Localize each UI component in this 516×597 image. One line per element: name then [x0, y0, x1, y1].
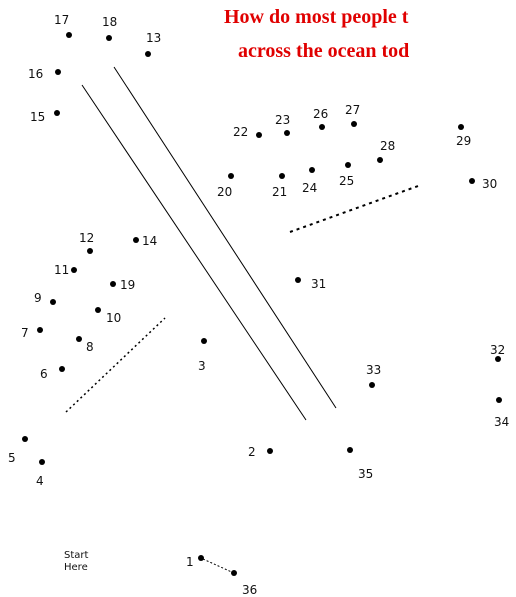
dot-26: [319, 124, 325, 130]
dot-17: [66, 32, 72, 38]
dot-label-29: 29: [456, 134, 471, 148]
dot-1: [198, 555, 204, 561]
dot-29: [458, 124, 464, 130]
dot-label-21: 21: [272, 185, 287, 199]
dot-label-31: 31: [311, 277, 326, 291]
dot-label-11: 11: [54, 263, 69, 277]
dot-label-34: 34: [494, 415, 509, 429]
start-label-line2: Here: [64, 562, 88, 573]
dot-24: [309, 167, 315, 173]
dot-label-5: 5: [8, 451, 16, 465]
dot-label-8: 8: [86, 340, 94, 354]
guide-lines: [65, 66, 419, 575]
dot-label-19: 19: [120, 278, 135, 292]
dot-label-17: 17: [54, 13, 69, 27]
dot-label-7: 7: [21, 326, 29, 340]
dot-label-10: 10: [106, 311, 121, 325]
dot-14: [133, 237, 139, 243]
dot-5: [22, 436, 28, 442]
dot-15: [54, 110, 60, 116]
dot-label-33: 33: [366, 363, 381, 377]
dot-11: [71, 267, 77, 273]
guide-line-left-long: [81, 84, 307, 421]
title-line-1: How do most people t: [224, 6, 409, 28]
guide-line-start-segment: [202, 558, 237, 575]
dot-12: [87, 248, 93, 254]
dot-23: [284, 130, 290, 136]
guide-line-dotted-lower: [65, 317, 166, 413]
dot-label-2: 2: [248, 445, 256, 459]
dot-label-16: 16: [28, 67, 43, 81]
dot-10: [95, 307, 101, 313]
dot-label-3: 3: [198, 359, 206, 373]
start-label-line1: Start: [64, 550, 89, 561]
dot-36: [231, 570, 237, 576]
dot-9: [50, 299, 56, 305]
dot-2: [267, 448, 273, 454]
dot-label-32: 32: [490, 343, 505, 357]
guide-line-right-long: [113, 66, 337, 409]
dot-27: [351, 121, 357, 127]
dot-label-35: 35: [358, 467, 373, 481]
dot-label-6: 6: [40, 367, 48, 381]
dot-34: [496, 397, 502, 403]
dot-label-30: 30: [482, 177, 497, 191]
dot-21: [279, 173, 285, 179]
dot-label-4: 4: [36, 474, 44, 488]
dot-16: [55, 69, 61, 75]
dot-label-15: 15: [30, 110, 45, 124]
dot-33: [369, 382, 375, 388]
dot-label-12: 12: [79, 231, 94, 245]
dot-label-9: 9: [34, 291, 42, 305]
dot-3: [201, 338, 207, 344]
dot-30: [469, 178, 475, 184]
dot-22: [256, 132, 262, 138]
dot-label-25: 25: [339, 174, 354, 188]
dot-label-14: 14: [142, 234, 157, 248]
dot-label-36: 36: [242, 583, 257, 597]
dot-7: [37, 327, 43, 333]
dot-8: [76, 336, 82, 342]
dot-28: [377, 157, 383, 163]
dot-label-22: 22: [233, 125, 248, 139]
dot-25: [345, 162, 351, 168]
dot-label-13: 13: [146, 31, 161, 45]
dot-32: [495, 356, 501, 362]
dot-label-28: 28: [380, 139, 395, 153]
dot-label-1: 1: [186, 555, 194, 569]
dot-35: [347, 447, 353, 453]
dot-label-26: 26: [313, 107, 328, 121]
title-line-2: across the ocean tod: [238, 40, 410, 62]
dot-31: [295, 277, 301, 283]
dot-label-27: 27: [345, 103, 360, 117]
dot-4: [39, 459, 45, 465]
dot-label-20: 20: [217, 185, 232, 199]
dot-13: [145, 51, 151, 57]
dot-label-24: 24: [302, 181, 317, 195]
dot-label-18: 18: [102, 15, 117, 29]
dot-6: [59, 366, 65, 372]
dot-19: [110, 281, 116, 287]
dot-label-23: 23: [275, 113, 290, 127]
guide-line-dotted-upper: [289, 185, 419, 233]
dot-18: [106, 35, 112, 41]
dot-20: [228, 173, 234, 179]
